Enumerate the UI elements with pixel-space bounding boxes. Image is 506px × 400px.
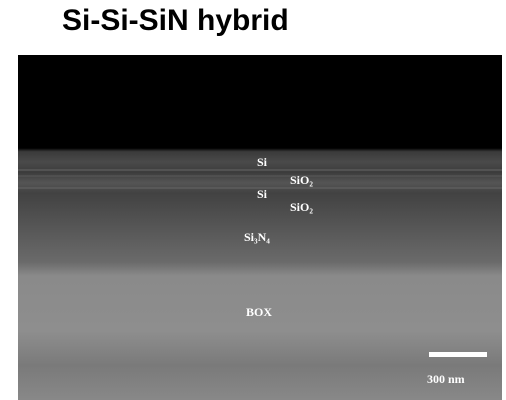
label: SiO₂ (290, 200, 313, 214)
label: SiO₂ (290, 173, 313, 187)
tem-image (18, 55, 502, 400)
page: Si-Si-SiN hybrid Si SiO₂ Si SiO₂ Si₃N₄ B… (0, 0, 506, 400)
label: Si₃N₄ (244, 230, 270, 244)
label: BOX (246, 305, 272, 319)
scale-label: 300 nm (427, 372, 465, 386)
label: Si (257, 187, 268, 201)
label: Si (257, 155, 268, 169)
scale-bar (429, 352, 487, 357)
micrograph: Si SiO₂ Si SiO₂ Si₃N₄ BOX 300 nm (0, 0, 506, 400)
